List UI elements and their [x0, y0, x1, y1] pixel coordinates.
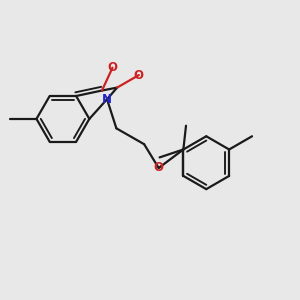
Text: O: O [154, 161, 164, 175]
Text: O: O [107, 61, 118, 74]
Text: N: N [102, 93, 112, 106]
Text: O: O [134, 68, 144, 82]
